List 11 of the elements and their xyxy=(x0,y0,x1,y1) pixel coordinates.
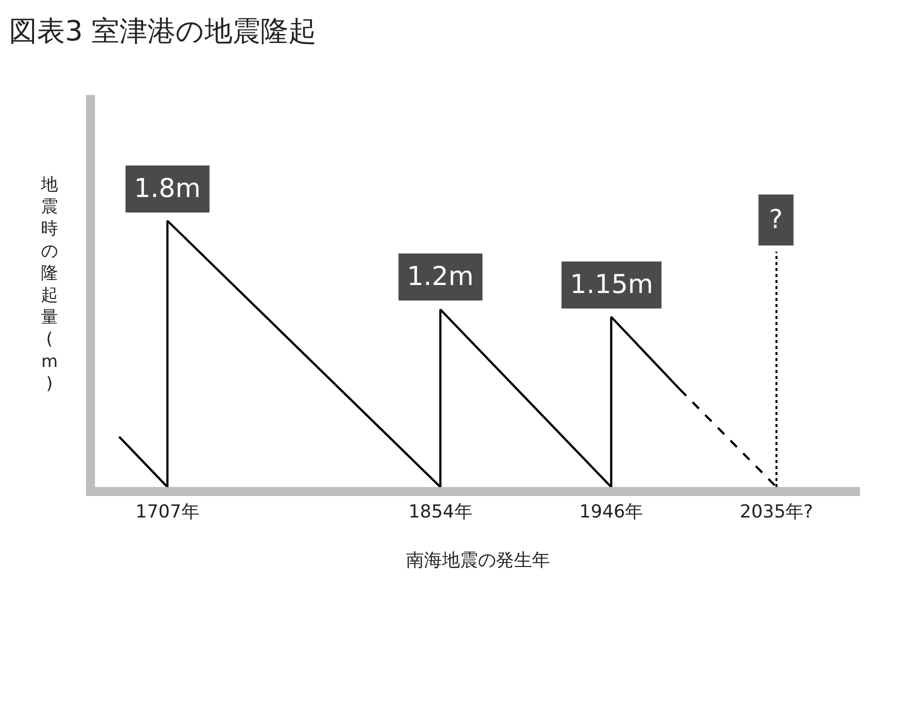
data-label: 1.8m xyxy=(134,174,201,204)
text: 地震時の隆起量(m) xyxy=(41,175,58,394)
x-axis-title: 南海地震の発生年 xyxy=(406,550,550,571)
x-tick-label: 2035年? xyxy=(740,502,814,523)
data-label: 1.15m xyxy=(570,270,654,300)
data-label: 1.2m xyxy=(407,262,474,292)
x-tick-label: 1707年 xyxy=(136,502,200,523)
x-tick-label: 1946年 xyxy=(579,502,644,523)
chart-title: 図表3 室津港の地震隆起 xyxy=(9,14,317,48)
ref-line-label: ? xyxy=(769,205,783,235)
x-tick-label: 1854年 xyxy=(408,502,472,523)
